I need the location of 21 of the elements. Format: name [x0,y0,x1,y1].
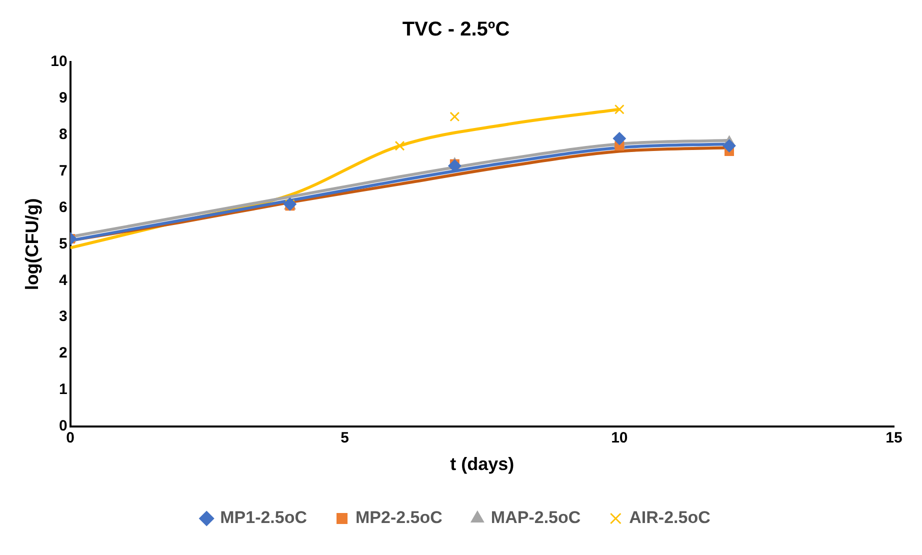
legend-label: MP1-2.5oC [220,508,308,528]
legend-label: AIR-2.5oC [629,508,710,528]
chart-title: TVC - 2.5ºC [402,18,510,41]
x-tick-label: 15 [886,430,902,447]
legend-label: MP2-2.5oC [356,508,442,528]
y-tick-label: 10 [50,53,68,70]
y-tick-label: 0 [58,418,68,435]
y-tick-label: 5 [58,235,68,252]
y-tick-label: 6 [58,198,68,216]
y-axis-title: log(CFU/g) [22,198,42,290]
x-tick-label: 10 [611,430,628,447]
y-tick-label: 3 [58,308,68,326]
y-tick-label: 8 [58,126,68,144]
x-tick-label: 5 [340,430,350,447]
y-tick-label: 1 [58,381,68,398]
legend-label: MAP-2.5oC [490,508,581,528]
y-tick-label: 4 [58,272,68,289]
y-tick-label: 7 [58,162,68,180]
y-tick-label: 9 [58,90,68,107]
x-axis-title: t (days) [450,454,514,474]
y-tick-label: 2 [58,344,68,362]
